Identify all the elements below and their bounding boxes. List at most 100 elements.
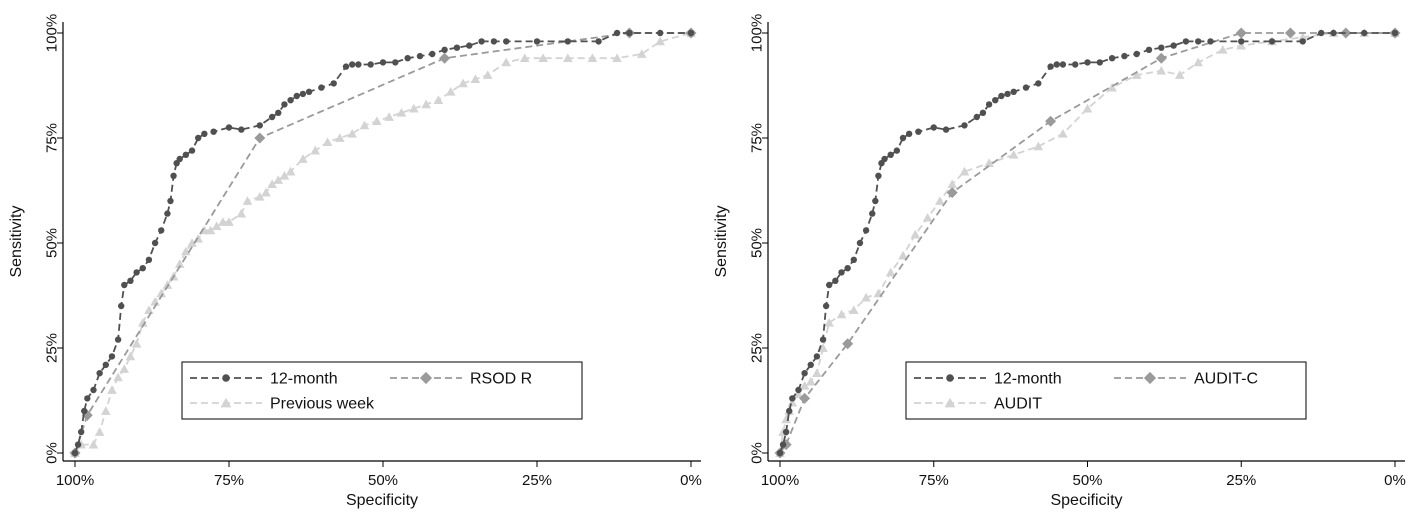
data-point: [564, 38, 571, 45]
data-point: [503, 38, 510, 45]
data-point: [156, 288, 167, 298]
data-point: [626, 29, 633, 37]
data-point: [453, 44, 461, 51]
data-point: [470, 74, 481, 84]
legend: 12-month AUDIT-C AUDIT: [905, 361, 1307, 420]
legend-label: AUDIT: [994, 396, 1042, 413]
data-point: [947, 179, 957, 189]
data-point: [563, 53, 573, 63]
data-point: [273, 175, 284, 184]
data-point: [195, 134, 202, 142]
data-point: [587, 53, 598, 63]
data-point: [657, 29, 664, 37]
data-point: [181, 246, 191, 256]
y-tick-label: 100%: [748, 14, 765, 52]
data-point: [74, 441, 82, 448]
data-point: [1170, 42, 1177, 49]
data-point: [322, 137, 333, 147]
series-line: [74, 32, 692, 454]
data-point: [404, 55, 411, 62]
data-point: [224, 217, 234, 226]
data-point: [832, 277, 839, 284]
data-point: [1182, 38, 1190, 45]
data-point: [1133, 50, 1140, 58]
y-tick-label: 25%: [43, 333, 60, 363]
data-point: [238, 126, 245, 133]
legend-marker: [944, 397, 956, 408]
data-point: [490, 38, 498, 45]
data-point: [158, 227, 165, 234]
legend-label: AUDIT-C: [1194, 371, 1258, 388]
data-point: [256, 122, 263, 129]
data-point: [1268, 38, 1276, 45]
legend-label: Previous week: [270, 396, 375, 413]
y-tick-label: 75%: [748, 123, 765, 153]
data-point: [96, 370, 103, 377]
data-point: [799, 381, 810, 390]
data-point: [805, 376, 816, 386]
x-axis-title: Specificity: [1050, 492, 1122, 509]
data-point: [305, 88, 313, 96]
data-point: [856, 239, 864, 247]
data-point: [1058, 129, 1068, 138]
y-axis-title: Sensitivity: [8, 205, 25, 277]
data-point: [655, 36, 665, 46]
legend: 12-month RSOD R Previous week: [181, 361, 583, 420]
data-point: [182, 151, 190, 158]
data-point: [1238, 38, 1245, 45]
data-point: [824, 318, 834, 327]
data-point: [899, 134, 907, 142]
y-tick-label: 50%: [43, 228, 60, 258]
y-tick-label: 50%: [748, 228, 765, 258]
data-point: [1195, 38, 1202, 45]
data-point: [293, 92, 300, 100]
data-point: [779, 441, 787, 448]
data-point: [439, 52, 451, 64]
data-point: [1045, 115, 1057, 127]
data-point: [94, 427, 105, 436]
data-point: [1193, 57, 1203, 67]
y-tick-label: 75%: [43, 123, 60, 153]
data-point: [1047, 63, 1054, 70]
data-point: [612, 53, 622, 63]
data-point: [875, 172, 882, 179]
data-point: [441, 46, 448, 53]
data-point: [812, 368, 822, 378]
data-point: [151, 239, 159, 247]
data-point: [942, 126, 950, 133]
y-tick-label: 0%: [43, 442, 60, 464]
data-point: [1156, 66, 1167, 75]
data-point: [71, 449, 79, 457]
data-point: [211, 221, 222, 231]
x-tick-label: 50%: [1072, 472, 1102, 489]
data-point: [836, 309, 847, 319]
x-tick-label: 0%: [680, 472, 702, 489]
data-point: [1121, 52, 1128, 60]
data-point: [90, 386, 97, 394]
data-point: [1207, 38, 1214, 45]
data-point: [318, 84, 325, 91]
data-point: [1131, 70, 1142, 79]
data-point: [1235, 27, 1247, 39]
data-point: [107, 385, 117, 394]
data-point: [118, 302, 125, 310]
data-point: [330, 80, 337, 87]
data-point: [88, 439, 99, 449]
data-point: [1297, 32, 1308, 42]
x-tick-label: 75%: [919, 472, 949, 489]
data-point: [433, 95, 444, 105]
legend-entry-3: Previous week: [190, 396, 375, 413]
x-tick-label: 25%: [1226, 472, 1256, 489]
data-point: [789, 395, 796, 402]
data-point: [893, 147, 901, 154]
roc-chart-1: 0% 25% 50% 75% 100% 100% 75% 50% 25% 0% Specificit…: [8, 14, 702, 509]
data-point: [187, 238, 197, 247]
data-point: [255, 192, 265, 201]
data-point: [861, 292, 871, 302]
data-point: [822, 302, 830, 310]
data-point: [298, 154, 308, 163]
data-point: [1107, 82, 1117, 92]
data-point: [384, 112, 394, 121]
data-point: [801, 370, 808, 377]
